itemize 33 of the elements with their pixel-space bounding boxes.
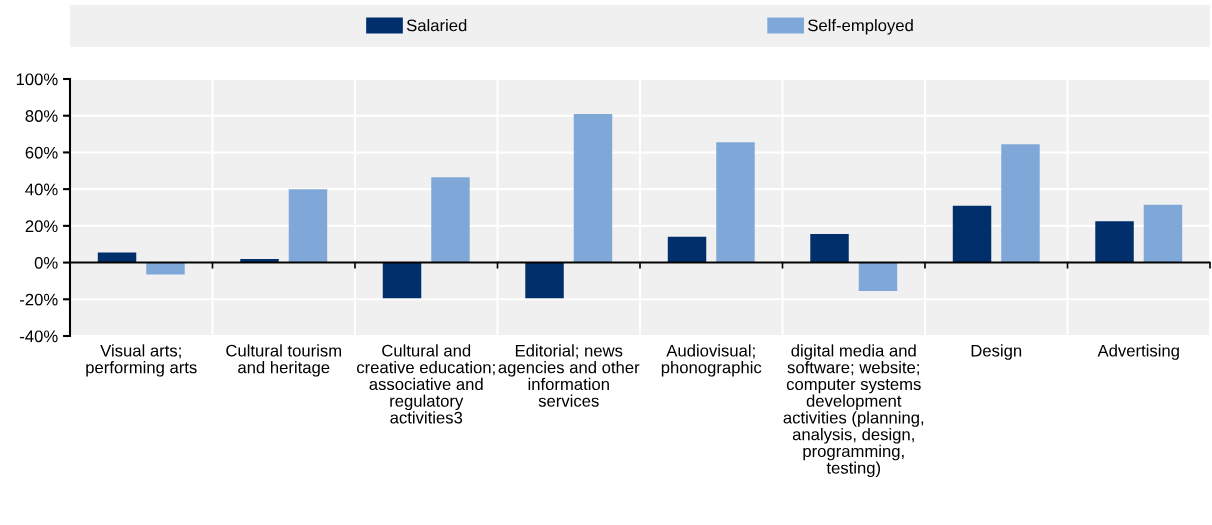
x-tick-label: Cultural tourism and heritage xyxy=(226,344,341,377)
bar xyxy=(952,205,992,263)
bar xyxy=(573,113,613,263)
bar xyxy=(716,142,755,263)
y-tick-label: 40% xyxy=(25,183,58,196)
x-tick-label: Design xyxy=(971,344,1022,360)
y-tick-label: 100% xyxy=(16,73,58,86)
x-tick-label: digital media and software; website; computer systems development activities (planning, analysis, design, programming, testing) xyxy=(783,344,924,478)
legend-label: Self-employed xyxy=(808,19,913,35)
x-tick-label: Advertising xyxy=(1097,344,1179,360)
bar xyxy=(382,262,422,299)
bar xyxy=(810,234,849,263)
bar xyxy=(431,177,470,263)
bar xyxy=(146,262,185,275)
y-tick-label: -20% xyxy=(20,293,58,306)
y-tick-label: -40% xyxy=(20,330,58,343)
bar xyxy=(858,262,898,292)
y-tick-label: 80% xyxy=(25,110,58,122)
bar xyxy=(667,236,707,263)
bar xyxy=(1001,144,1040,263)
x-tick-label: Audiovisual; phonographic xyxy=(661,344,762,377)
y-tick-label: 0% xyxy=(34,256,58,269)
y-tick-label: 20% xyxy=(25,220,58,233)
bar xyxy=(1143,204,1183,263)
bar xyxy=(1095,221,1134,263)
legend-label: Salaried xyxy=(406,19,467,32)
x-tick-label: Visual arts; performing arts xyxy=(86,344,197,377)
bar xyxy=(288,189,328,263)
x-tick-label: Cultural and creative education; associative and regulatory activities3 xyxy=(357,344,495,424)
bar xyxy=(525,262,564,299)
bar xyxy=(97,252,137,263)
x-tick-label: Editorial; news agencies and other information services xyxy=(498,344,640,407)
y-tick-label: 60% xyxy=(25,146,58,159)
